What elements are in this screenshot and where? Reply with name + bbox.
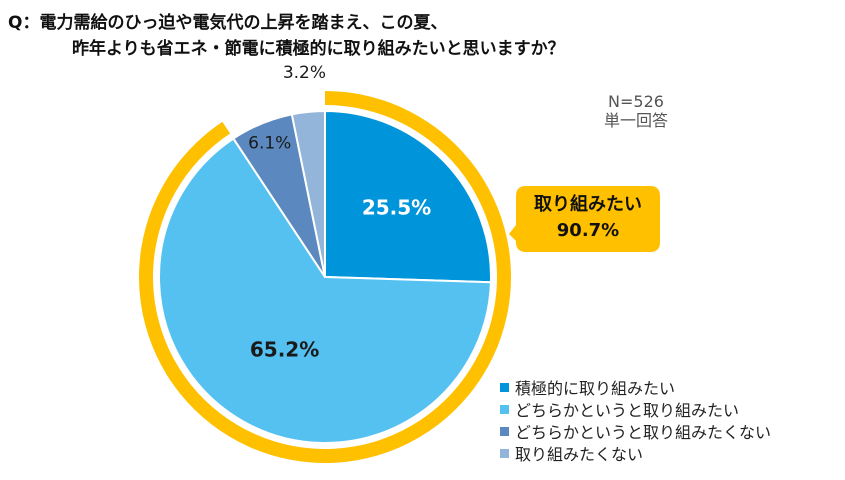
slice-label: 6.1%: [248, 134, 291, 154]
legend-item: 積極的に取り組みたい: [500, 376, 771, 398]
slice-label: 3.2%: [283, 63, 326, 83]
legend-swatch: [500, 426, 509, 436]
legend-label: 積極的に取り組みたい: [515, 379, 676, 398]
pie-slice: [290, 110, 326, 278]
legend-item: 取り組みたくない: [500, 442, 771, 464]
slice-label: 65.2%: [250, 337, 319, 361]
sample-size: N=526: [608, 92, 664, 111]
slice-label: 25.5%: [362, 196, 431, 220]
legend-swatch: [500, 448, 509, 458]
answer-type: 単一回答: [603, 111, 668, 130]
callout-value: 90.7%: [557, 220, 619, 241]
legend-label: 取り組みたくない: [515, 445, 644, 464]
pie-slice: [324, 110, 492, 284]
legend-label: どちらかというと取り組みたい: [515, 401, 740, 420]
legend: 積極的に取り組みたいどちらかというと取り組みたいどちらかというと取り組みたくない…: [500, 376, 771, 464]
legend-swatch: [500, 404, 509, 414]
legend-item: どちらかというと取り組みたい: [500, 398, 771, 420]
pie-slice: [158, 137, 492, 444]
legend-label: どちらかというと取り組みたくない: [515, 423, 772, 442]
question-line-1: Q：電力需給のひっ迫や電気代の上昇を踏まえ、この夏、: [8, 13, 448, 33]
legend-item: どちらかというと取り組みたくない: [500, 420, 771, 442]
callout: 取り組みたい 90.7%: [509, 186, 660, 252]
callout-box: [509, 186, 660, 252]
callout-label: 取り組みたい: [534, 193, 642, 215]
question-line-2: 昨年よりも省エネ・節電に積極的に取り組みたいと思いますか？: [72, 39, 565, 59]
legend-swatch: [500, 382, 509, 392]
sample-info: N=526 単一回答: [586, 92, 686, 130]
